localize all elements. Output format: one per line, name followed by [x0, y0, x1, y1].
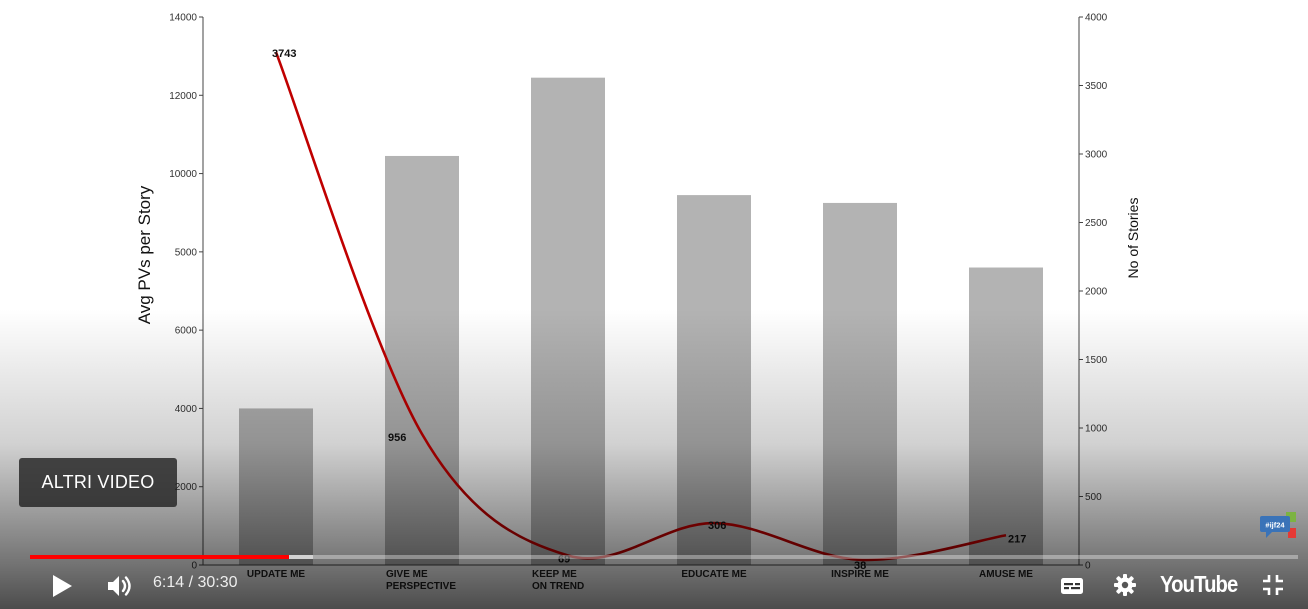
- volume-button[interactable]: [101, 568, 139, 604]
- time-display: 6:14 / 30:30: [153, 574, 238, 592]
- play-button[interactable]: [44, 568, 80, 604]
- y-tick-label: 14000: [169, 13, 197, 24]
- channel-watermark[interactable]: #ijf24: [1258, 512, 1298, 540]
- y2-tick-label: 3500: [1085, 81, 1108, 92]
- more-videos-button[interactable]: ALTRI VIDEO: [19, 458, 177, 507]
- data-label: 306: [708, 520, 726, 532]
- watermark-tail-icon: [1266, 532, 1272, 538]
- bar: [385, 155, 459, 565]
- exit-fullscreen-icon: [1263, 575, 1283, 595]
- y2-tick-label: 1000: [1085, 424, 1108, 435]
- bar: [969, 267, 1043, 565]
- watermark-square-red-icon: [1288, 528, 1296, 538]
- y-tick-label: 4000: [175, 404, 198, 415]
- data-label: 3743: [272, 48, 296, 60]
- bars-layer: [239, 77, 1043, 566]
- watermark-square-green-icon: [1286, 512, 1296, 522]
- y2-tick-label: 500: [1085, 492, 1102, 503]
- gear-icon: [1114, 574, 1136, 596]
- y2-tick-label: 1500: [1085, 355, 1108, 366]
- duration: 30:30: [197, 574, 238, 591]
- y-axis-title: Avg PVs per Story: [135, 185, 154, 324]
- current-time: 6:14: [153, 574, 185, 591]
- controls-bar: 6:14 / 30:30: [0, 562, 1308, 609]
- y2-tick-label: 3000: [1085, 150, 1108, 161]
- settings-button[interactable]: [1108, 568, 1142, 602]
- progress-played: [30, 555, 289, 559]
- time-separator: /: [184, 574, 198, 591]
- y2-tick-label: 4000: [1085, 13, 1108, 24]
- play-icon: [53, 575, 72, 597]
- y-tick-label: 2000: [175, 482, 198, 493]
- y-tick-label: 12000: [169, 91, 197, 102]
- y2-tick-label: 2500: [1085, 218, 1108, 229]
- subtitles-button[interactable]: [1055, 570, 1089, 602]
- y-tick-label: 10000: [169, 169, 197, 180]
- bar: [531, 77, 605, 566]
- y2-axis-title: No of Stories: [1125, 198, 1141, 279]
- watermark-badge-icon: [1260, 516, 1290, 532]
- volume-icon: [108, 576, 131, 596]
- progress-bar[interactable]: [30, 555, 1298, 559]
- y2-tick-label: 2000: [1085, 287, 1108, 298]
- exit-fullscreen-button[interactable]: [1256, 568, 1290, 602]
- watermark-text: #ijf24: [1265, 521, 1285, 530]
- data-label: 956: [388, 432, 406, 444]
- data-label: 217: [1008, 533, 1026, 545]
- subtitles-icon: [1061, 578, 1083, 594]
- y-tick-label: 6000: [175, 326, 198, 337]
- y-tick-label: 5000: [175, 247, 198, 258]
- bar: [239, 408, 313, 565]
- bar: [823, 202, 897, 565]
- bar: [677, 195, 751, 565]
- youtube-logo[interactable]: YouTube: [1160, 571, 1238, 597]
